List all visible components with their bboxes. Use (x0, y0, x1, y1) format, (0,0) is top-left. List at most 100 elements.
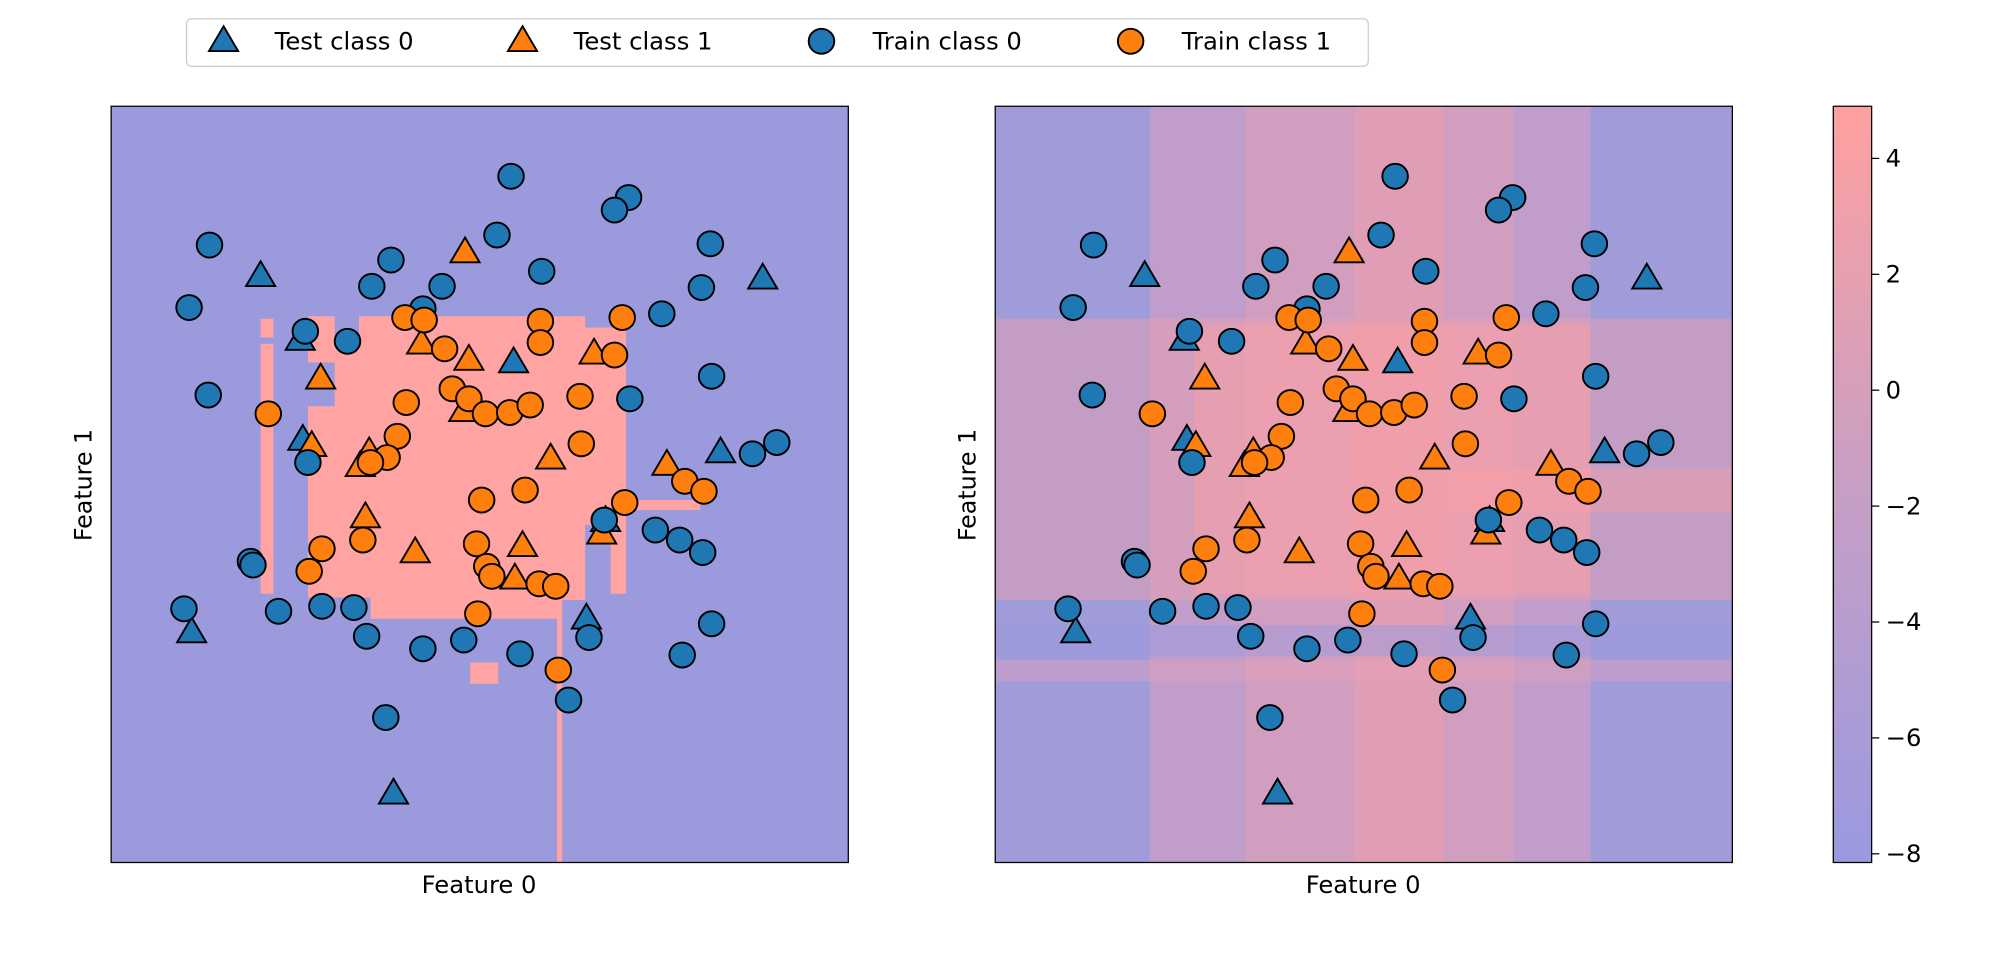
point (1381, 345, 1414, 374)
colorbar-tick-label: 2 (1886, 261, 1901, 289)
point (264, 597, 293, 625)
point (1500, 385, 1528, 413)
point (1400, 391, 1428, 419)
y-axis-label: Feature 1 (953, 429, 981, 541)
point (175, 294, 203, 321)
point (650, 448, 684, 476)
point (478, 562, 506, 590)
point (506, 529, 539, 557)
point (340, 594, 368, 621)
point (1550, 526, 1578, 554)
point (608, 304, 636, 331)
point (448, 235, 482, 264)
legend-marker (207, 24, 240, 52)
point (452, 343, 486, 371)
legend-label: Test class 1 (573, 28, 713, 56)
point (590, 506, 619, 534)
point (392, 389, 420, 416)
point (1179, 557, 1207, 585)
point (1426, 572, 1454, 600)
point (704, 435, 737, 464)
point (1294, 306, 1322, 334)
point (600, 341, 629, 369)
point (665, 526, 694, 554)
y-axis-label: Feature 1 (69, 429, 97, 541)
point (430, 335, 459, 363)
point (398, 535, 432, 564)
x-axis-label: Feature 0 (1306, 871, 1421, 899)
point (648, 300, 676, 328)
colorbar-tick-label: −8 (1886, 840, 1922, 868)
point (409, 635, 437, 663)
point (308, 535, 336, 563)
point (1395, 476, 1423, 504)
x-axis-label: Feature 0 (422, 871, 537, 899)
point (450, 626, 478, 654)
point (1059, 294, 1087, 321)
point (1346, 530, 1375, 558)
point (738, 440, 767, 468)
point (1128, 259, 1161, 287)
point (1438, 686, 1467, 714)
point (1123, 551, 1151, 579)
point (506, 640, 534, 668)
point (410, 306, 438, 334)
point (554, 686, 583, 714)
point (467, 486, 496, 514)
point (1059, 615, 1092, 644)
point (1175, 317, 1204, 345)
point (1148, 597, 1177, 625)
point (497, 345, 530, 374)
point (295, 557, 323, 585)
point (746, 261, 779, 290)
point (1078, 381, 1107, 409)
colorbar-tick-label: −2 (1886, 493, 1922, 521)
point (697, 610, 726, 638)
point (1362, 562, 1390, 590)
point (1293, 635, 1321, 663)
point (567, 430, 596, 458)
point (1492, 304, 1520, 331)
point (1192, 535, 1220, 563)
point (377, 246, 405, 274)
point (1495, 489, 1523, 516)
point (1355, 400, 1384, 428)
point (696, 230, 725, 258)
legend-marker (506, 24, 539, 52)
point (1261, 776, 1294, 805)
point (526, 329, 555, 356)
point (1314, 335, 1343, 363)
point (668, 641, 696, 669)
point (1312, 272, 1340, 300)
legend-marker (807, 27, 836, 55)
point (356, 449, 385, 476)
point (1261, 246, 1289, 274)
point (1622, 440, 1651, 468)
colorbar (1832, 105, 1873, 864)
point (697, 362, 726, 390)
point (1581, 610, 1610, 638)
plot-frame (110, 105, 849, 864)
point (1410, 329, 1439, 356)
point (688, 539, 717, 566)
point (1581, 362, 1610, 390)
point (483, 221, 511, 249)
point (175, 615, 208, 644)
point (1534, 448, 1568, 476)
point (497, 162, 525, 190)
point (566, 382, 594, 410)
point (254, 400, 283, 428)
point (1525, 516, 1554, 544)
point (308, 592, 336, 620)
point (1418, 441, 1451, 470)
point (1390, 640, 1418, 668)
point (304, 361, 337, 390)
point (195, 231, 224, 259)
point (1224, 594, 1252, 621)
point (377, 776, 410, 805)
point (1484, 196, 1513, 224)
point (1532, 300, 1560, 328)
point (1552, 641, 1581, 669)
point (1348, 600, 1376, 628)
